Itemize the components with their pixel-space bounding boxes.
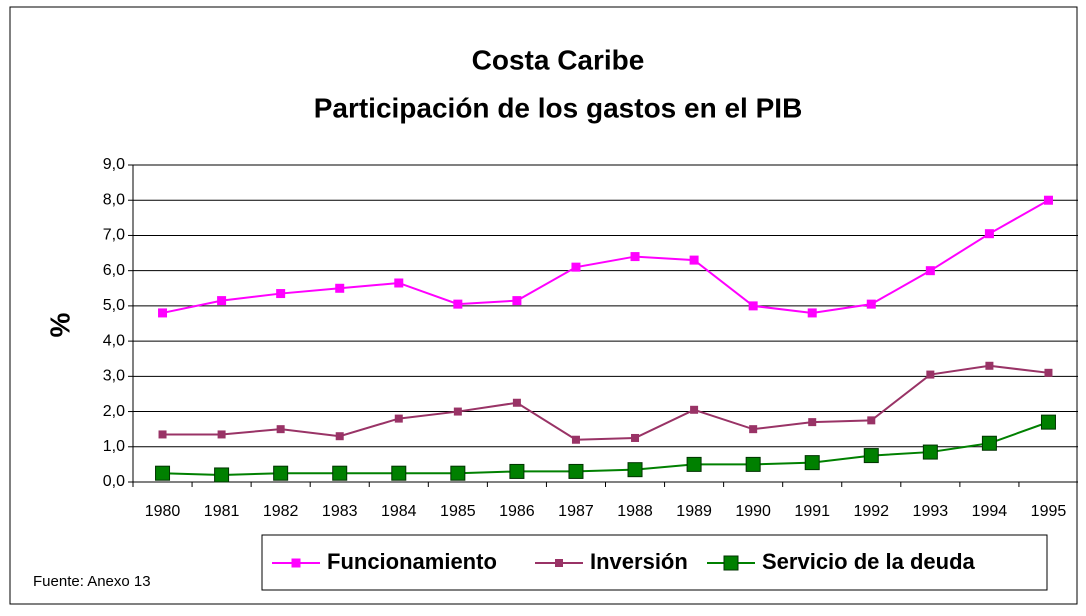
point — [630, 252, 640, 262]
point — [332, 465, 348, 481]
source-note: Fuente: Anexo 13 — [33, 573, 151, 590]
y-tick-label: 0,0 — [103, 473, 125, 490]
x-tick-label: 1987 — [558, 503, 594, 520]
point — [450, 465, 466, 481]
point — [627, 462, 643, 478]
point — [984, 229, 994, 239]
point — [571, 262, 581, 272]
point — [1040, 414, 1056, 430]
x-tick-label: 1981 — [204, 503, 240, 520]
chart-subtitle: Participación de los gastos en el PIB — [314, 92, 803, 123]
y-tick-label: 3,0 — [103, 368, 125, 385]
x-tick-label: 1984 — [381, 503, 417, 520]
point — [391, 465, 407, 481]
point — [985, 361, 994, 370]
point — [509, 463, 525, 479]
point — [453, 299, 463, 309]
point — [926, 370, 935, 379]
x-tick-label: 1994 — [972, 503, 1008, 520]
point — [273, 465, 289, 481]
chart-title: Costa Caribe — [472, 44, 645, 75]
point — [276, 425, 285, 434]
legend-marker — [723, 555, 739, 571]
point — [804, 455, 820, 471]
point — [158, 308, 168, 318]
point — [863, 448, 879, 464]
y-tick-label: 2,0 — [103, 403, 125, 420]
point — [335, 432, 344, 441]
point — [217, 430, 226, 439]
x-tick-label: 1983 — [322, 503, 358, 520]
series-line — [162, 364, 1049, 441]
point — [568, 463, 584, 479]
point — [686, 456, 702, 472]
legend-marker — [291, 558, 301, 568]
series-line — [162, 199, 1049, 314]
legend-box — [261, 534, 1048, 591]
point — [217, 296, 227, 306]
point — [512, 296, 522, 306]
point — [214, 467, 230, 483]
x-tick-label: 1993 — [913, 503, 949, 520]
x-tick-label: 1989 — [676, 503, 712, 520]
point — [867, 416, 876, 425]
legend-marker — [555, 559, 563, 567]
point — [745, 456, 761, 472]
point — [453, 407, 462, 416]
y-tick-label: 9,0 — [103, 156, 125, 173]
x-tick-label: 1988 — [617, 503, 653, 520]
point — [925, 266, 935, 276]
y-axis-label: % — [44, 312, 75, 337]
point — [749, 425, 758, 434]
x-tick-label: 1982 — [263, 503, 299, 520]
x-tick-label: 1995 — [1031, 503, 1067, 520]
point — [922, 444, 938, 460]
point — [748, 301, 758, 311]
x-tick-label: 1990 — [735, 503, 771, 520]
x-tick-label: 1985 — [440, 503, 476, 520]
point — [394, 278, 404, 288]
x-tick-label: 1986 — [499, 503, 535, 520]
point — [276, 289, 286, 299]
point — [1043, 195, 1053, 205]
y-tick-label: 8,0 — [103, 191, 125, 208]
point — [690, 405, 699, 414]
y-tick-label: 5,0 — [103, 297, 125, 314]
point — [155, 465, 171, 481]
point — [689, 255, 699, 265]
legend-label: Funcionamiento — [327, 549, 497, 574]
point — [981, 435, 997, 451]
y-tick-label: 1,0 — [103, 438, 125, 455]
point — [1044, 368, 1053, 377]
point — [158, 430, 167, 439]
x-tick-label: 1992 — [853, 503, 889, 520]
y-tick-label: 4,0 — [103, 332, 125, 349]
x-tick-label: 1991 — [794, 503, 830, 520]
legend-label: Servicio de la deuda — [762, 549, 976, 574]
point — [335, 283, 345, 293]
point — [571, 435, 580, 444]
point — [394, 414, 403, 423]
legend-label: Inversión — [590, 549, 688, 574]
point — [808, 418, 817, 427]
series-line — [162, 421, 1049, 476]
y-tick-label: 6,0 — [103, 262, 125, 279]
y-tick-label: 7,0 — [103, 227, 125, 244]
point — [866, 299, 876, 309]
point — [807, 308, 817, 318]
point — [631, 433, 640, 442]
point — [512, 398, 521, 407]
x-tick-label: 1980 — [145, 503, 181, 520]
